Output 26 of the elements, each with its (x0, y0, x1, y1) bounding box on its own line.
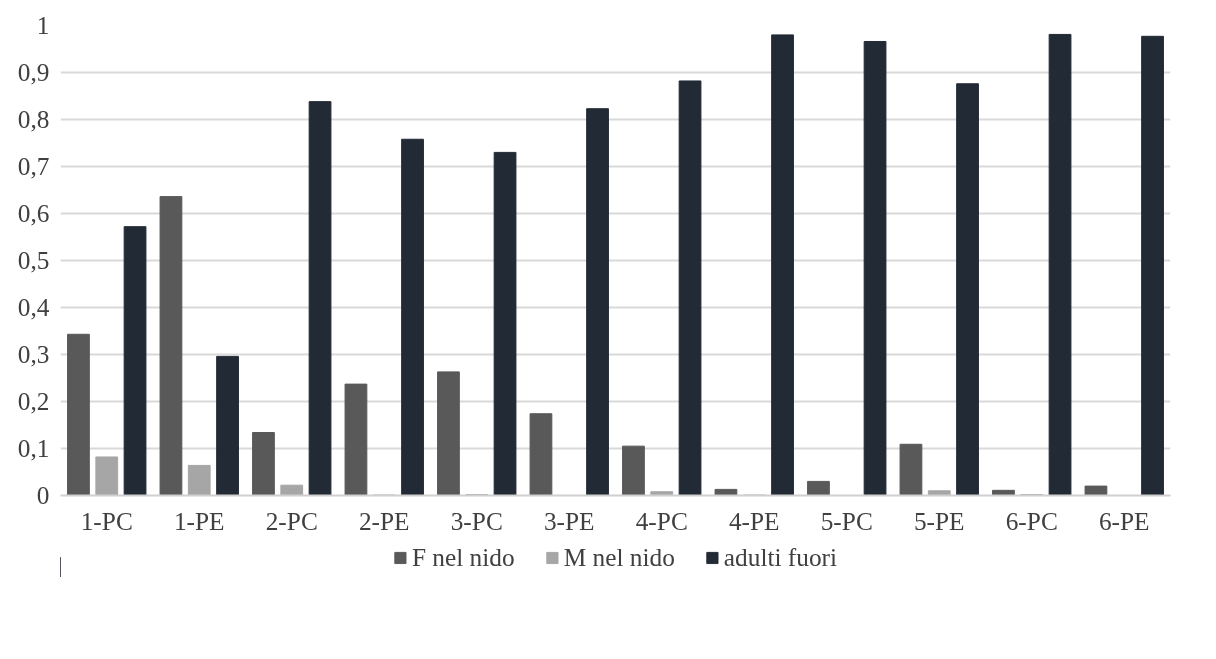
y-tick-label: 0 (36, 481, 50, 509)
x-tick-label: 6-PC (1005, 506, 1058, 535)
x-tick-label: 4-PE (728, 506, 780, 535)
x-tick-label: 2-PC (265, 506, 318, 535)
y-tick-label: 0,2 (17, 387, 50, 415)
x-tick-label: 2-PE (358, 506, 410, 535)
x-tick-label: 1-PC (80, 506, 133, 535)
x-tick-label: 3-PE (543, 506, 595, 535)
legend-label: M nel nido (563, 542, 675, 572)
y-tick-label: 1 (36, 11, 50, 39)
y-tick-label: 0,3 (17, 340, 50, 368)
legend-label: adulti fuori (723, 542, 838, 572)
x-tick-label: 1-PE (173, 506, 225, 535)
y-tick-label: 0,9 (17, 58, 50, 86)
y-tick-label: 0,8 (17, 105, 50, 133)
y-tick-label: 0,5 (17, 246, 50, 274)
y-tick-label: 0,1 (17, 434, 50, 462)
y-tick-label: 0,7 (17, 152, 50, 180)
y-tick-label: 0,6 (17, 199, 50, 227)
y-tick-label: 0,4 (17, 293, 50, 321)
x-tick-label: 5-PE (913, 506, 965, 535)
x-tick-label: 5-PC (820, 506, 873, 535)
x-tick-label: 6-PE (1098, 506, 1150, 535)
x-tick-label: 3-PC (450, 506, 503, 535)
x-tick-label: 4-PC (635, 506, 688, 535)
legend-label: F nel nido (411, 542, 515, 572)
